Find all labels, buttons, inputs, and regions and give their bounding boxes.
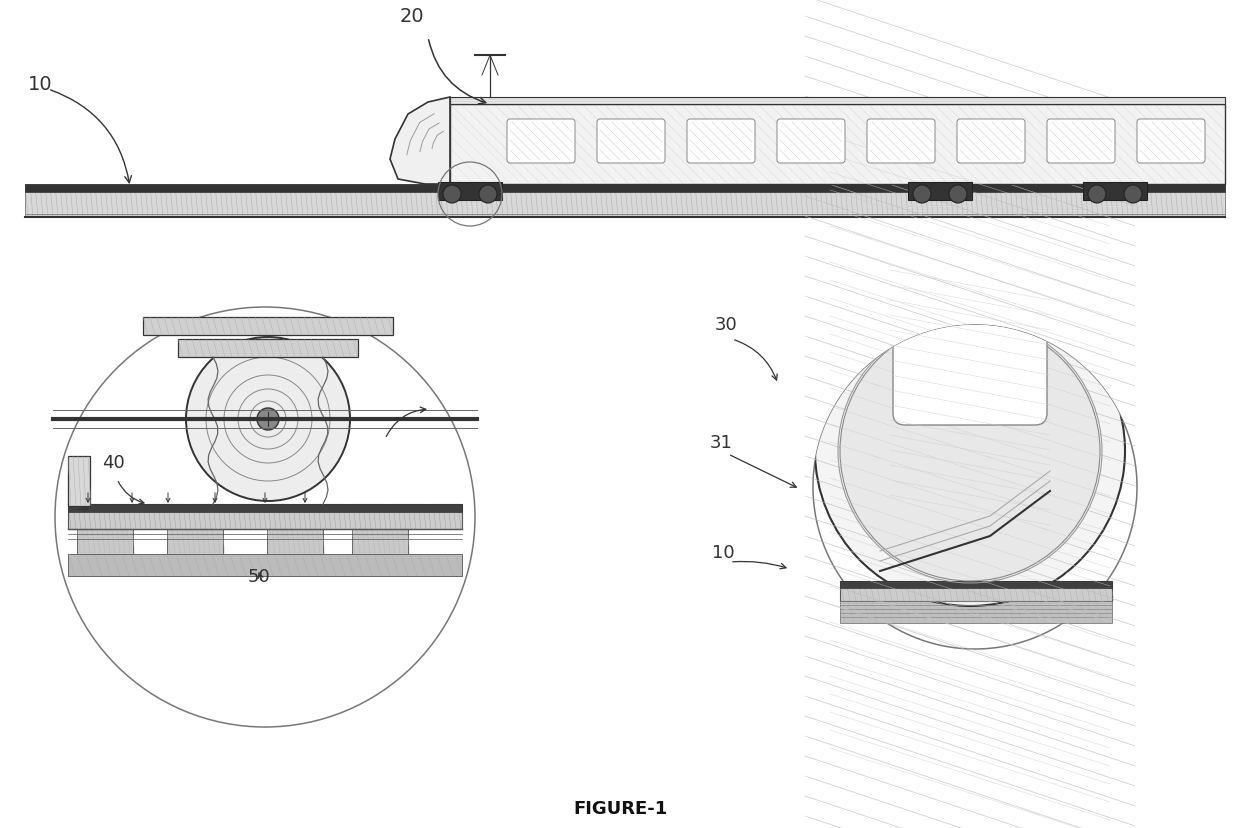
FancyBboxPatch shape	[1047, 120, 1115, 164]
Bar	[1083, 183, 1147, 200]
Text: 10: 10	[29, 75, 52, 94]
FancyArrowPatch shape	[51, 91, 131, 184]
Bar	[450, 98, 1225, 105]
Bar	[25, 185, 1225, 193]
Bar	[167, 529, 223, 554]
FancyArrowPatch shape	[733, 561, 786, 569]
Circle shape	[443, 185, 461, 204]
Text: 10: 10	[712, 543, 734, 561]
Bar	[839, 581, 1112, 601]
FancyArrowPatch shape	[258, 573, 263, 580]
FancyArrowPatch shape	[118, 482, 144, 504]
Text: FIGURE-1: FIGURE-1	[573, 799, 667, 817]
Bar	[450, 105, 1225, 185]
Bar	[143, 318, 393, 335]
Circle shape	[479, 185, 497, 204]
FancyBboxPatch shape	[687, 120, 755, 164]
Text: 50: 50	[248, 567, 270, 585]
FancyArrowPatch shape	[730, 455, 796, 488]
Circle shape	[913, 185, 931, 204]
Bar	[77, 529, 133, 554]
Circle shape	[815, 296, 1125, 606]
FancyArrowPatch shape	[386, 407, 425, 437]
Circle shape	[839, 321, 1100, 581]
Circle shape	[186, 338, 350, 502]
FancyBboxPatch shape	[893, 321, 1047, 426]
Circle shape	[949, 185, 967, 204]
Bar	[839, 601, 1112, 623]
FancyBboxPatch shape	[1137, 120, 1205, 164]
Bar	[68, 554, 463, 576]
Bar	[68, 504, 463, 513]
Bar	[908, 183, 972, 200]
FancyArrowPatch shape	[429, 41, 486, 104]
FancyBboxPatch shape	[777, 120, 844, 164]
Circle shape	[1123, 185, 1142, 204]
Text: 30: 30	[715, 315, 738, 334]
Bar	[68, 504, 463, 529]
Bar	[68, 456, 91, 507]
Bar	[267, 529, 322, 554]
Polygon shape	[391, 98, 450, 185]
FancyBboxPatch shape	[867, 120, 935, 164]
Bar	[179, 339, 358, 358]
Text: 31: 31	[711, 434, 733, 451]
FancyArrowPatch shape	[734, 340, 777, 381]
Text: 20: 20	[401, 7, 424, 26]
FancyBboxPatch shape	[596, 120, 665, 164]
FancyBboxPatch shape	[957, 120, 1025, 164]
Bar	[438, 183, 502, 200]
Circle shape	[257, 408, 279, 431]
Bar	[25, 185, 1225, 218]
FancyBboxPatch shape	[507, 120, 575, 164]
Circle shape	[1087, 185, 1106, 204]
Bar	[352, 529, 408, 554]
Bar	[839, 581, 1112, 588]
Text: 40: 40	[102, 454, 125, 471]
